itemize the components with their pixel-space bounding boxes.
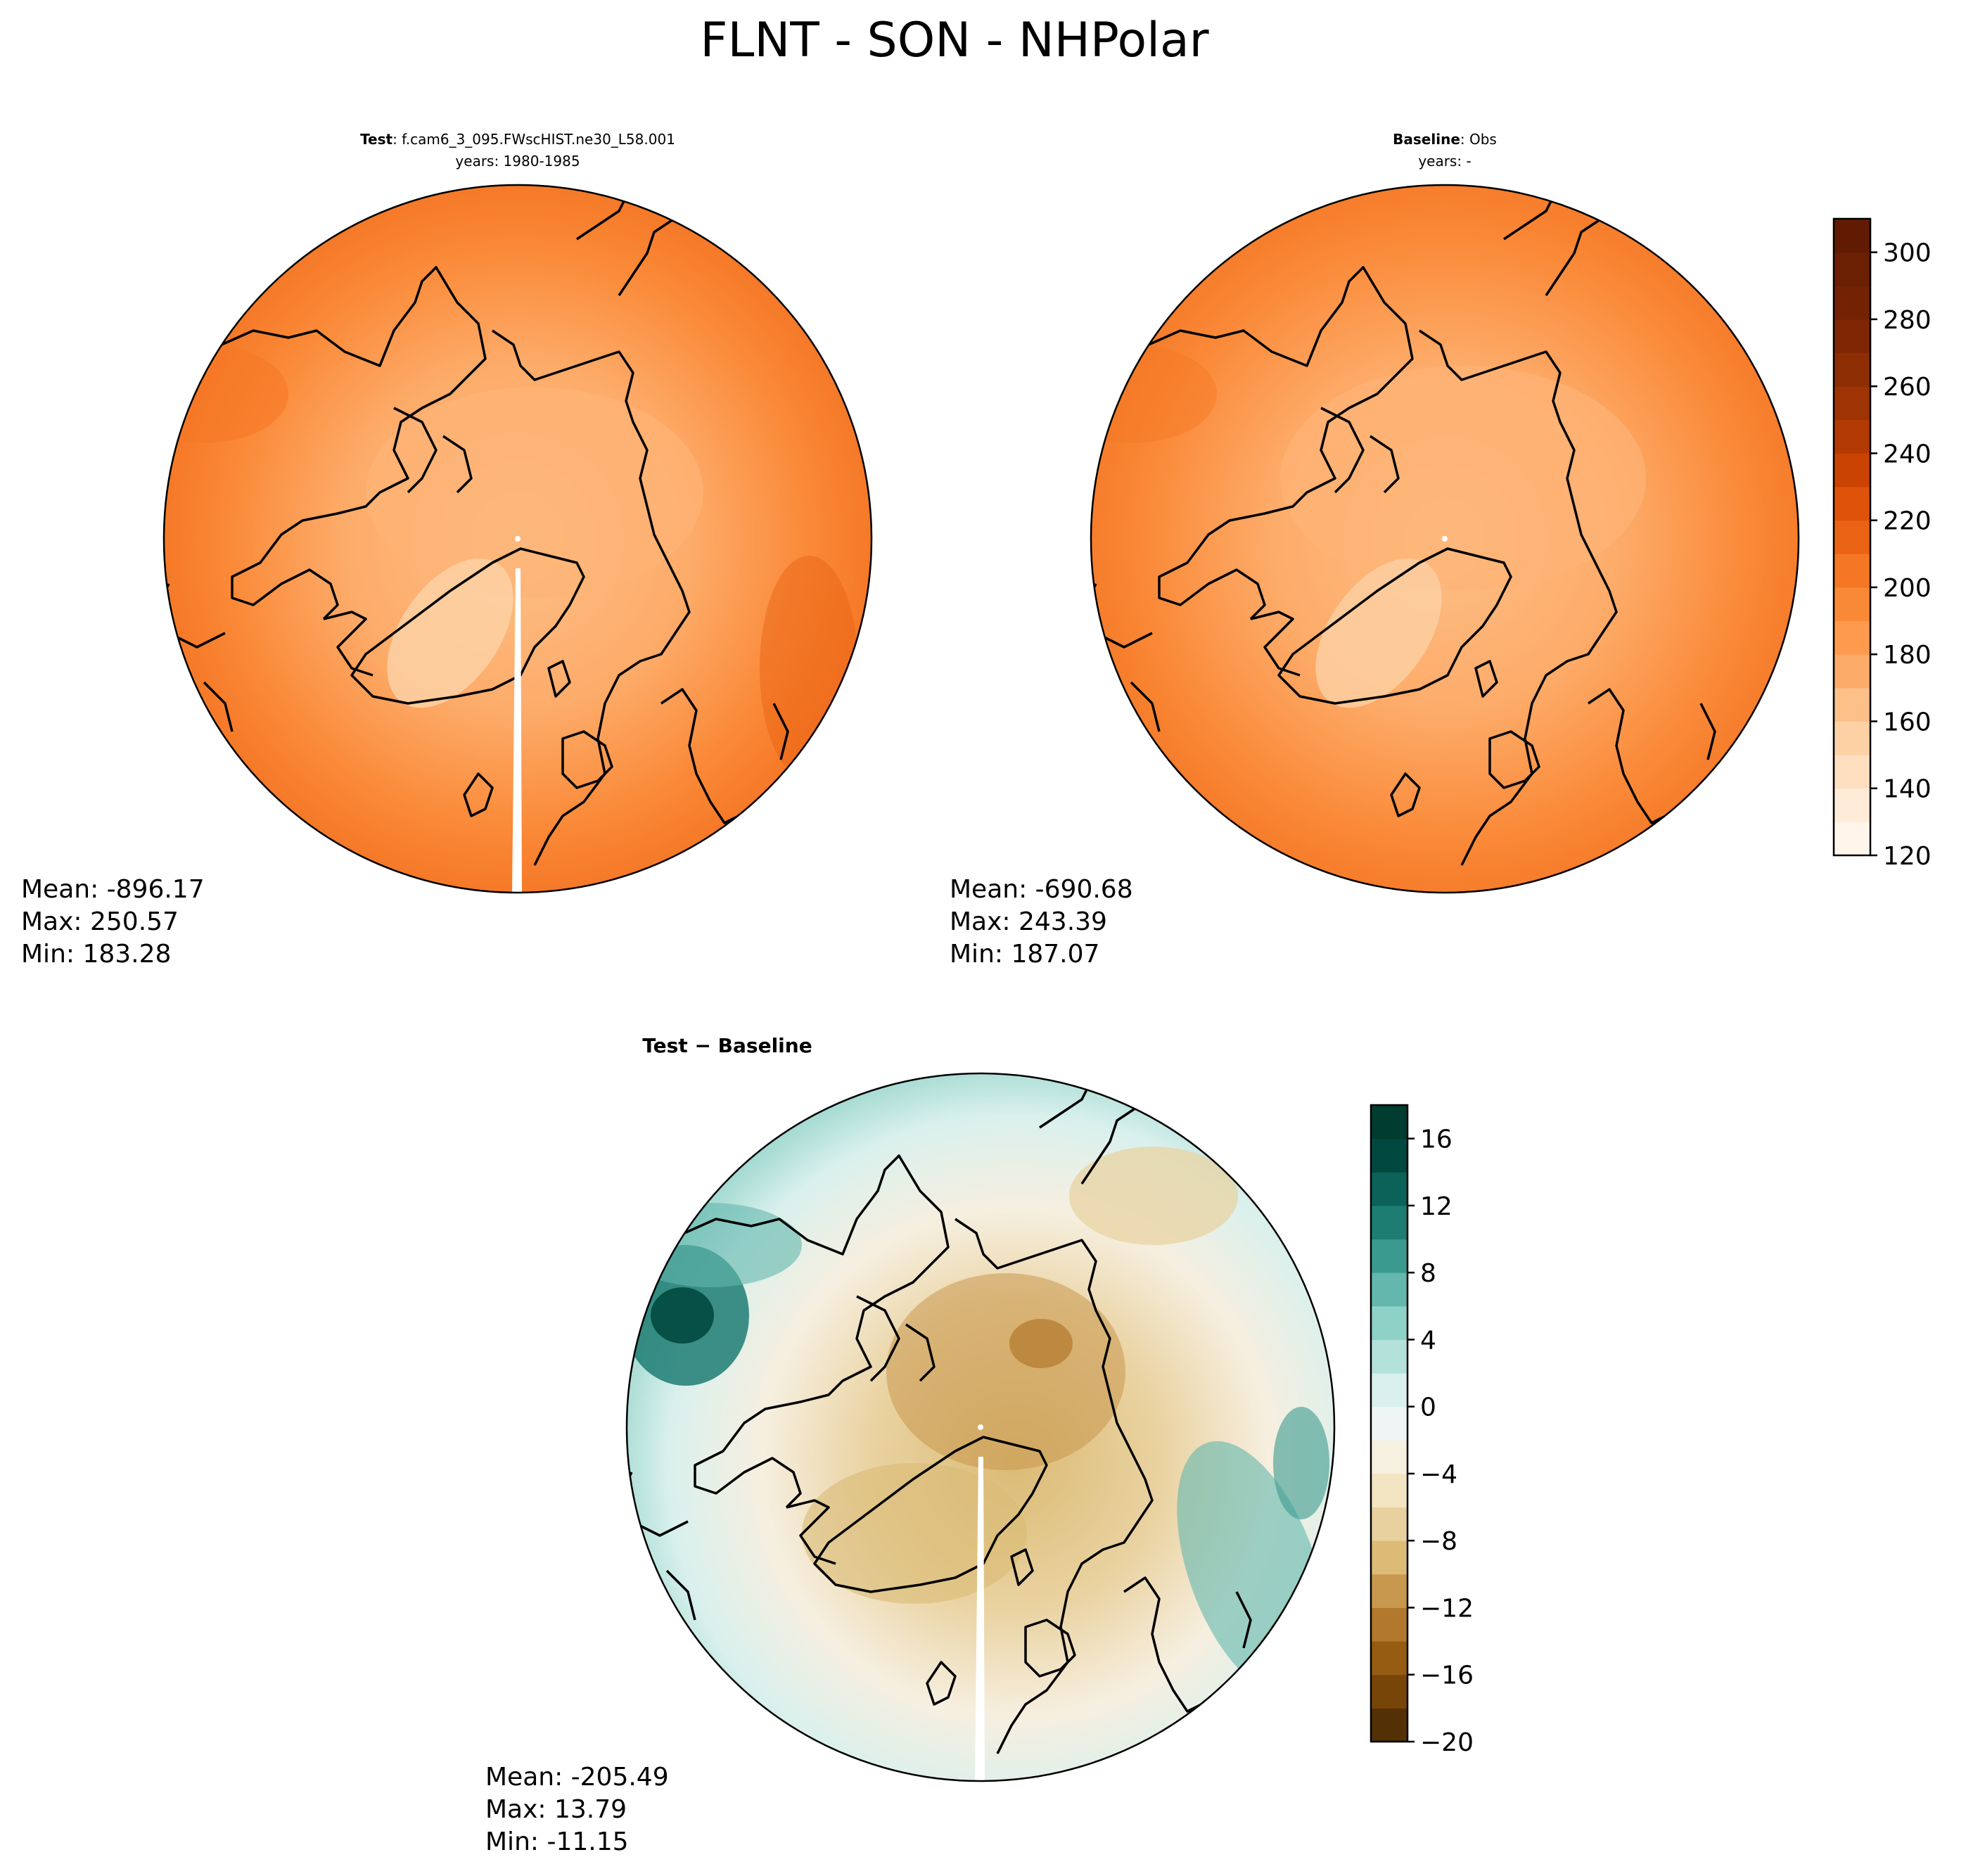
colorbar-main-tick-label: 240	[1883, 440, 1932, 468]
colorbar-diff-segment	[1371, 1674, 1408, 1709]
colorbar-diff-segment	[1371, 1239, 1408, 1273]
colorbar-diff-tick-label: 4	[1420, 1326, 1436, 1355]
colorbar-diff-segment	[1371, 1607, 1408, 1642]
panel-test-title: Test: f.cam6_3_095.FWscHIST.ne30_L58.001	[360, 131, 675, 148]
colorbar-diff-tick-label: 0	[1420, 1393, 1436, 1422]
colorbar-main-segment	[1834, 755, 1870, 789]
colorbar-main-segment	[1834, 822, 1870, 856]
colorbar-main-segment	[1834, 219, 1870, 253]
panel-baseline-title: Baseline: Obs	[1393, 131, 1497, 148]
colorbar-main-segment	[1834, 419, 1870, 454]
colorbar-diff-tick-label: 12	[1420, 1192, 1453, 1221]
panel-diff-map	[627, 1073, 1334, 1781]
colorbar-main-segment	[1834, 554, 1870, 588]
colorbar-diff-segment	[1371, 1708, 1408, 1742]
colorbar-diff-tick-label: −16	[1420, 1661, 1474, 1690]
colorbar-diff-tick-label: −12	[1420, 1594, 1474, 1623]
panel-diff: Test − Baseline	[485, 1034, 1336, 1856]
colorbar-main-tick-label: 120	[1883, 842, 1932, 871]
colorbar-diff-segment	[1371, 1205, 1408, 1240]
colorbar-main-tick-label: 160	[1883, 708, 1932, 736]
colorbar-diff-segment	[1371, 1172, 1408, 1206]
panel-test-mean: Mean: -896.17	[21, 875, 205, 904]
colorbar-diff-segment	[1371, 1540, 1408, 1575]
colorbar-main-tick-label: 180	[1883, 641, 1932, 670]
panel-baseline-min: Min: 187.07	[950, 940, 1099, 969]
colorbar-main-tick-label: 140	[1883, 775, 1932, 804]
panel-baseline-map	[1091, 185, 1799, 893]
colorbar-main-segment	[1834, 286, 1870, 320]
panel-test-max: Max: 250.57	[21, 907, 179, 936]
colorbar-main-tick-label: 220	[1883, 507, 1932, 536]
colorbar-diff-segment	[1371, 1507, 1408, 1541]
colorbar-main-segment	[1834, 352, 1870, 387]
panel-diff-mean: Mean: -205.49	[485, 1763, 669, 1792]
colorbar-main-segment	[1834, 620, 1870, 655]
colorbar-diff-tick-label: −20	[1420, 1728, 1474, 1757]
colorbar-main-segment	[1834, 654, 1870, 689]
colorbar-diff-segment	[1371, 1138, 1408, 1173]
colorbar-main-segment	[1834, 520, 1870, 554]
figure-title: FLNT - SON - NHPolar	[700, 13, 1208, 68]
panel-test-subtitle: years: 1980-1985	[455, 153, 580, 170]
panel-diff-max: Max: 13.79	[485, 1795, 627, 1824]
colorbar-main-tick-label: 200	[1883, 574, 1932, 603]
colorbar-main-tick-label: 260	[1883, 373, 1932, 402]
colorbar-main: 120 140 160 180 200 220 240 260 280 300	[1832, 217, 1932, 871]
colorbar-diff-segment	[1371, 1306, 1408, 1340]
colorbar-diff: −20 −16 −12 −8 −4 0 4 8 12 16	[1370, 1104, 1474, 1757]
colorbar-main-tick-label: 300	[1883, 239, 1932, 268]
panel-test-min: Min: 183.28	[21, 940, 171, 969]
panel-baseline-subtitle: years: -	[1418, 153, 1471, 170]
colorbar-main-segment	[1834, 487, 1870, 521]
colorbar-diff-segment	[1371, 1440, 1408, 1474]
colorbar-main-segment	[1834, 386, 1870, 421]
colorbar-diff-tick-label: −8	[1420, 1527, 1457, 1556]
colorbar-main-segment	[1834, 453, 1870, 487]
colorbar-diff-tick-label: 8	[1420, 1259, 1436, 1288]
colorbar-main-segment	[1834, 252, 1870, 286]
panel-test: Test: f.cam6_3_095.FWscHIST.ne30_L58.001…	[21, 131, 873, 969]
colorbar-diff-segment	[1371, 1641, 1408, 1676]
colorbar-main-frame	[1832, 217, 1872, 857]
panel-baseline-max: Max: 243.39	[950, 907, 1107, 936]
colorbar-diff-segment	[1371, 1406, 1408, 1441]
colorbar-main-tick-label: 280	[1883, 306, 1932, 335]
panel-test-map	[164, 185, 872, 893]
panel-diff-min: Min: -11.15	[485, 1827, 629, 1856]
colorbar-diff-segment	[1371, 1473, 1408, 1508]
colorbar-diff-frame	[1370, 1104, 1409, 1743]
colorbar-diff-segment	[1371, 1574, 1408, 1608]
colorbar-diff-segment	[1371, 1373, 1408, 1408]
colorbar-diff-segment	[1371, 1272, 1408, 1307]
colorbar-main-segment	[1834, 587, 1870, 622]
colorbar-main-segment	[1834, 788, 1870, 822]
panel-baseline-mean: Mean: -690.68	[950, 875, 1133, 904]
colorbar-diff-tick-label: 16	[1420, 1125, 1453, 1154]
panel-diff-title: Test − Baseline	[642, 1034, 812, 1057]
colorbar-main-segment	[1834, 687, 1870, 722]
colorbar-main-segment	[1834, 721, 1870, 755]
colorbar-main-segment	[1834, 319, 1870, 354]
colorbar-diff-tick-label: −4	[1420, 1460, 1457, 1489]
colorbar-diff-segment	[1371, 1105, 1408, 1140]
panel-baseline: Baseline: Obs years: -	[950, 131, 1800, 969]
colorbar-diff-segment	[1371, 1339, 1408, 1374]
